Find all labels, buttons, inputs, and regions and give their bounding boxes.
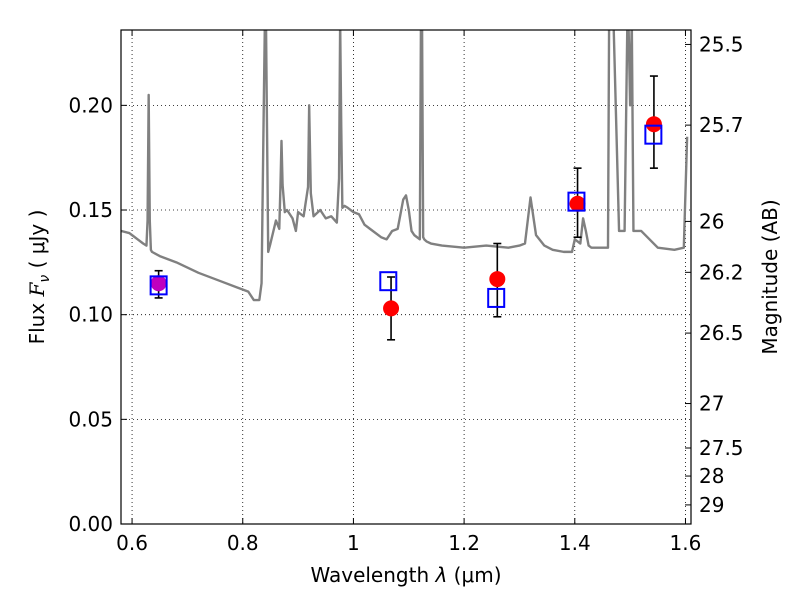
x-tick-label: 1 xyxy=(347,531,360,555)
x-tick-label: 1.4 xyxy=(559,531,591,555)
y-tick-label: 0.10 xyxy=(68,303,113,327)
model-photometry-point xyxy=(379,271,398,292)
y2-tick-label: 27 xyxy=(699,392,724,416)
y2-tick-label: 26.5 xyxy=(699,321,744,345)
x-tick-label: 0.6 xyxy=(116,531,148,555)
x-tick-label: 0.8 xyxy=(227,531,259,555)
model-photometry-point xyxy=(567,191,586,212)
y-tick-label: 0.05 xyxy=(68,407,113,431)
model-spectrum-line xyxy=(121,30,689,302)
x-axis-label: Wavelength λ (μm) xyxy=(310,563,501,587)
y2-axis-label: Magnitude (AB) xyxy=(758,199,782,354)
y-tick-label: 0.15 xyxy=(68,198,113,222)
plot-area xyxy=(121,30,689,341)
x-tick-label: 1.6 xyxy=(670,531,702,555)
observed-photometry-point xyxy=(569,195,586,212)
y2-tick-label: 29 xyxy=(699,493,724,517)
y2-tick-label: 25.5 xyxy=(699,32,744,56)
y2-tick-label: 28 xyxy=(699,464,724,488)
y-tick-label: 0.20 xyxy=(68,93,113,117)
model-photometry-point xyxy=(644,124,663,145)
y2-tick-label: 26.2 xyxy=(699,260,744,284)
y-tick-label: 0.00 xyxy=(68,512,113,536)
model-photometry-point xyxy=(487,287,506,308)
y2-tick-label: 27.5 xyxy=(699,436,744,460)
plot-frame xyxy=(120,29,692,525)
y2-tick-label: 25.7 xyxy=(699,113,744,137)
y-axis-label: Flux Fν ( μJy ) xyxy=(25,210,53,345)
observed-photometry-point xyxy=(150,275,167,292)
observed-photometry-point xyxy=(489,271,506,288)
observed-photometry-point xyxy=(383,300,400,317)
model-photometry-point xyxy=(149,275,168,296)
axis-labels: Wavelength λ (μm) Flux Fν ( μJy ) Magnit… xyxy=(25,199,782,587)
y2-tick-label: 26 xyxy=(699,209,724,233)
axes: 0.6 0.8 1 1.2 1.4 1.6 0.00 0.05 0.10 0.15 0.20 25.5… xyxy=(68,29,744,555)
observed-photometry-point xyxy=(645,116,662,133)
x-tick-label: 1.2 xyxy=(448,531,480,555)
